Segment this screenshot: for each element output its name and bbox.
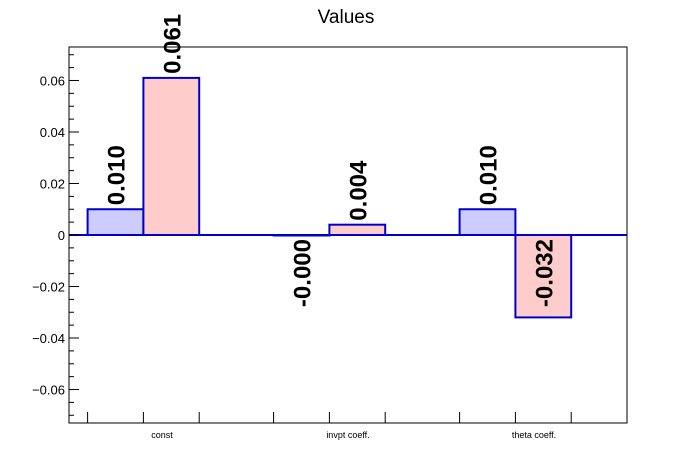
value-label: 0.004 (345, 160, 372, 221)
bar-theta-coeff--series-1 (458, 208, 517, 237)
x-category-label: invpt coeff. (326, 430, 369, 440)
y-tick-label: 0.04 (40, 125, 65, 140)
value-label: -0.000 (290, 239, 317, 307)
label-layer: 0.010 -0.000 0.010 0.061 0.004 -0.032 (104, 14, 559, 307)
bar-invpt-coeff--series-2 (328, 223, 387, 236)
x-category-label: const (151, 430, 173, 440)
bar-const-series-1 (86, 208, 145, 237)
y-tick-label: 0.06 (40, 73, 65, 88)
chart-title: Values (318, 7, 375, 28)
y-tick-label: 0.02 (40, 176, 65, 191)
axis-layer: −0.06 −0.04 −0.02 0 0.02 0.04 0.06 const invpt c… (32, 46, 628, 440)
bar-const-series-2 (142, 76, 201, 236)
y-tick-label: 0 (58, 228, 65, 243)
y-tick-label: −0.02 (32, 280, 65, 295)
x-category-label: theta coeff. (512, 430, 556, 440)
value-label: 0.010 (104, 145, 131, 205)
y-tick-label: −0.06 (32, 383, 65, 398)
y-tick-label: −0.04 (32, 331, 65, 346)
value-label: -0.032 (531, 239, 558, 307)
value-label: 0.010 (476, 145, 503, 205)
value-label: 0.061 (159, 14, 186, 74)
bars-layer (86, 76, 573, 319)
